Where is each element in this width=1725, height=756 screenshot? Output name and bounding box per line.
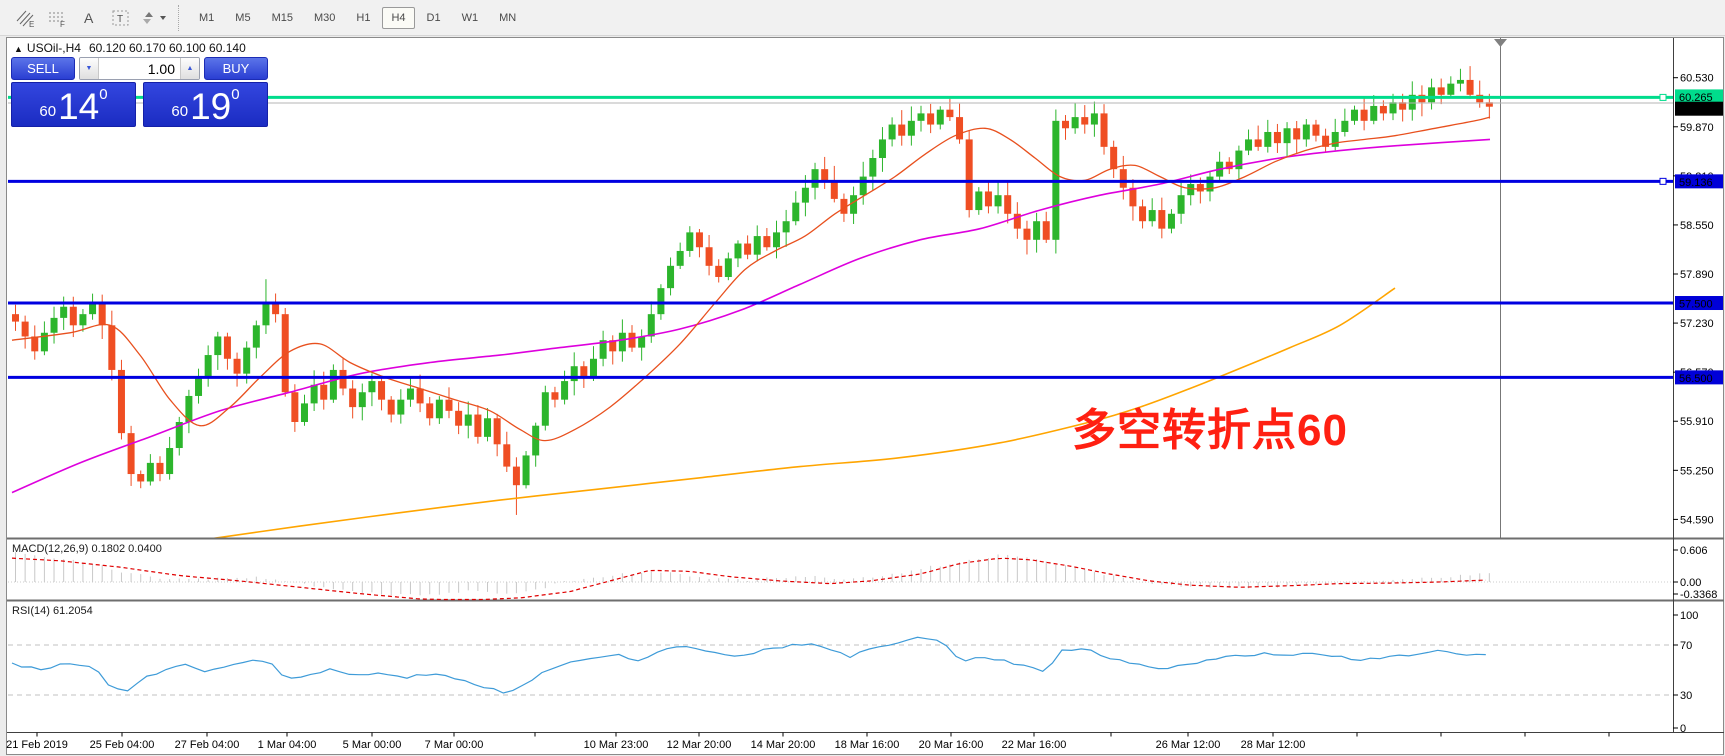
svg-text:5 Mar 00:00: 5 Mar 00:00 [343,739,402,751]
svg-text:0.606: 0.606 [1680,545,1708,557]
symbol-period-label: USOil-,H4 [26,41,81,55]
svg-text:21 Feb 2019: 21 Feb 2019 [6,739,68,751]
svg-text:12 Mar 20:00: 12 Mar 20:00 [667,739,732,751]
svg-text:58.550: 58.550 [1680,220,1714,232]
svg-text:57.230: 57.230 [1680,318,1714,330]
timeframe-button-m15[interactable]: M15 [271,11,293,24]
timeframe-button-h1[interactable]: H1 [356,11,371,24]
buy-price-prefix: 60 [171,103,189,120]
svg-text:20 Mar 16:00: 20 Mar 16:00 [919,739,984,751]
svg-text:54.590: 54.590 [1680,514,1714,526]
svg-text:27 Feb 04:00: 27 Feb 04:00 [175,739,240,751]
svg-text:60.530: 60.530 [1680,73,1714,85]
toolbar-separator [178,4,180,31]
timeframe-button-d1[interactable]: D1 [426,11,441,24]
svg-text:55.910: 55.910 [1680,416,1714,428]
rsi-panel[interactable]: 100 70 30 0 [8,610,1698,735]
svg-text:0.00: 0.00 [1680,577,1701,589]
candles-layer [12,66,1493,515]
draw-lines-e-icon[interactable]: E [10,5,40,31]
buy-price-big: 19 [190,85,232,127]
svg-text:60.265: 60.265 [1679,92,1713,104]
svg-text:1 Mar 04:00: 1 Mar 04:00 [258,739,317,751]
svg-text:T: T [117,14,123,25]
rsi-indicator-label: RSI(14) 61.2054 [12,605,93,617]
chart-title: ▲ USOil-,H4 60.120 60.170 60.100 60.140 [14,41,246,55]
volume-increase-button[interactable]: ▲ [180,58,199,79]
svg-text:26 Mar 12:00: 26 Mar 12:00 [1156,739,1221,751]
svg-text:60.140: 60.140 [1679,104,1713,116]
fast-ma-red-line [11,116,1491,442]
ohlc-values: 60.120 60.170 60.100 60.140 [88,41,246,55]
svg-text:22 Mar 16:00: 22 Mar 16:00 [1002,739,1067,751]
svg-text:56.500: 56.500 [1679,373,1713,385]
buy-button[interactable]: BUY [204,57,268,80]
svg-text:10 Mar 23:00: 10 Mar 23:00 [584,739,649,751]
arrange-arrows-icon[interactable] [138,5,168,31]
svg-text:25 Feb 04:00: 25 Feb 04:00 [90,739,155,751]
price-label-60.265 [1675,89,1723,104]
text-frame-icon[interactable]: T [106,5,136,31]
sell-price-big: 14 [58,85,100,127]
price-label-59.136 [1675,174,1723,189]
svg-text:59.870: 59.870 [1680,122,1714,134]
sell-button[interactable]: SELL [11,57,75,80]
timeframe-button-m5[interactable]: M5 [235,11,251,24]
svg-text:55.250: 55.250 [1680,465,1714,477]
svg-text:A: A [84,10,94,26]
letter-a-icon[interactable]: A [74,5,104,31]
svg-text:30: 30 [1680,690,1692,702]
timeframe-button-m1[interactable]: M1 [199,11,215,24]
svg-text:57.500: 57.500 [1679,299,1713,311]
price-label-60.140 [1675,101,1723,116]
svg-text:100: 100 [1680,610,1698,622]
price-label-56.500 [1675,370,1723,385]
timeframe-button-w1[interactable]: W1 [461,11,479,24]
volume-input[interactable] [99,58,180,79]
collapse-arrow-icon[interactable]: ▲ [14,44,23,54]
timeframe-button-h4[interactable]: H4 [382,6,415,29]
svg-text:E: E [29,20,34,28]
macd-signal-line [11,557,1486,601]
time-axis[interactable]: 21 Feb 2019 25 Feb 04:00 27 Feb 04:00 1 Mar… [6,732,1610,752]
slow-ma-orange-line [206,287,1396,539]
chart-shift-marker-icon [1494,39,1507,47]
timeframe-button-m30[interactable]: M30 [313,11,336,24]
svg-text:7 Mar 00:00: 7 Mar 00:00 [425,739,484,751]
buy-price-box[interactable]: 60 19 0 [143,82,268,127]
svg-text:70: 70 [1680,640,1692,652]
svg-text:28 Mar 12:00: 28 Mar 12:00 [1241,739,1306,751]
sell-price-prefix: 60 [39,103,57,120]
sell-price-box[interactable]: 60 14 0 [11,82,136,127]
svg-text:0: 0 [1680,723,1686,735]
buy-price-pipette: 0 [231,86,240,103]
macd-panel[interactable]: 0.606 0.00-0.3368 [8,545,1717,601]
svg-text:59.136: 59.136 [1679,177,1713,189]
svg-text:57.890: 57.890 [1680,269,1714,281]
volume-spinner: ▼ ▲ [79,57,200,80]
blue-line-59136-handle[interactable] [1659,177,1667,185]
chart-window-frame [6,37,1724,755]
volume-decrease-button[interactable]: ▼ [80,58,99,79]
price-axis-labels: 60.53059.87059.21058.55057.89057.23056.5… [1673,73,1723,526]
sell-price-pipette: 0 [99,86,108,103]
svg-text:14 Mar 20:00: 14 Mar 20:00 [751,739,816,751]
chinese-annotation-text[interactable]: 多空转折点60 [1072,406,1348,455]
svg-text:F: F [60,20,65,28]
macd-indicator-label: MACD(12,26,9) 0.1802 0.0400 [12,543,162,555]
main-price-plot[interactable] [11,66,1493,541]
toolbar: E F A T M1 M5 M15 M30 H1 H4 D1 W1 MN [0,0,1725,36]
svg-text:-0.3368: -0.3368 [1680,589,1717,601]
grid-f-icon[interactable]: F [42,5,72,31]
green-resistance-line-handle[interactable] [1659,93,1667,101]
svg-text:18 Mar 16:00: 18 Mar 16:00 [835,739,900,751]
timeframe-button-mn[interactable]: MN [499,11,517,24]
price-label-57.500 [1675,296,1723,311]
rsi-line [11,636,1486,694]
